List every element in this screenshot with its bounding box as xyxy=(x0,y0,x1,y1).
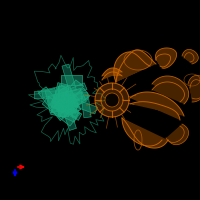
Polygon shape xyxy=(56,88,90,118)
Circle shape xyxy=(95,83,129,117)
Polygon shape xyxy=(166,124,189,145)
Circle shape xyxy=(105,93,119,107)
Polygon shape xyxy=(69,93,88,100)
Polygon shape xyxy=(61,93,75,106)
Polygon shape xyxy=(42,96,76,126)
Polygon shape xyxy=(54,80,84,113)
Polygon shape xyxy=(58,94,79,113)
Polygon shape xyxy=(64,105,79,117)
Polygon shape xyxy=(38,87,68,121)
Polygon shape xyxy=(62,64,76,92)
Polygon shape xyxy=(81,95,91,118)
Polygon shape xyxy=(59,92,86,112)
Polygon shape xyxy=(58,104,74,115)
Polygon shape xyxy=(188,75,200,102)
Polygon shape xyxy=(48,94,75,104)
Polygon shape xyxy=(51,83,68,116)
Polygon shape xyxy=(122,118,168,148)
Polygon shape xyxy=(102,68,122,80)
Polygon shape xyxy=(62,106,76,130)
Polygon shape xyxy=(65,107,82,120)
Polygon shape xyxy=(34,91,60,99)
Polygon shape xyxy=(45,88,60,113)
Polygon shape xyxy=(73,99,97,114)
Polygon shape xyxy=(53,89,83,105)
Polygon shape xyxy=(130,92,184,120)
Polygon shape xyxy=(156,48,177,68)
Polygon shape xyxy=(52,102,78,122)
Polygon shape xyxy=(51,98,78,113)
Polygon shape xyxy=(60,95,75,105)
Polygon shape xyxy=(60,86,81,114)
Polygon shape xyxy=(62,98,79,107)
Polygon shape xyxy=(41,87,60,98)
Polygon shape xyxy=(55,93,78,113)
Polygon shape xyxy=(63,91,73,107)
Polygon shape xyxy=(61,75,82,85)
Polygon shape xyxy=(58,86,68,116)
Polygon shape xyxy=(58,88,75,107)
Polygon shape xyxy=(50,85,69,110)
Polygon shape xyxy=(70,83,87,96)
Polygon shape xyxy=(152,76,189,104)
Polygon shape xyxy=(60,101,80,119)
Polygon shape xyxy=(182,49,198,64)
Polygon shape xyxy=(114,50,156,82)
